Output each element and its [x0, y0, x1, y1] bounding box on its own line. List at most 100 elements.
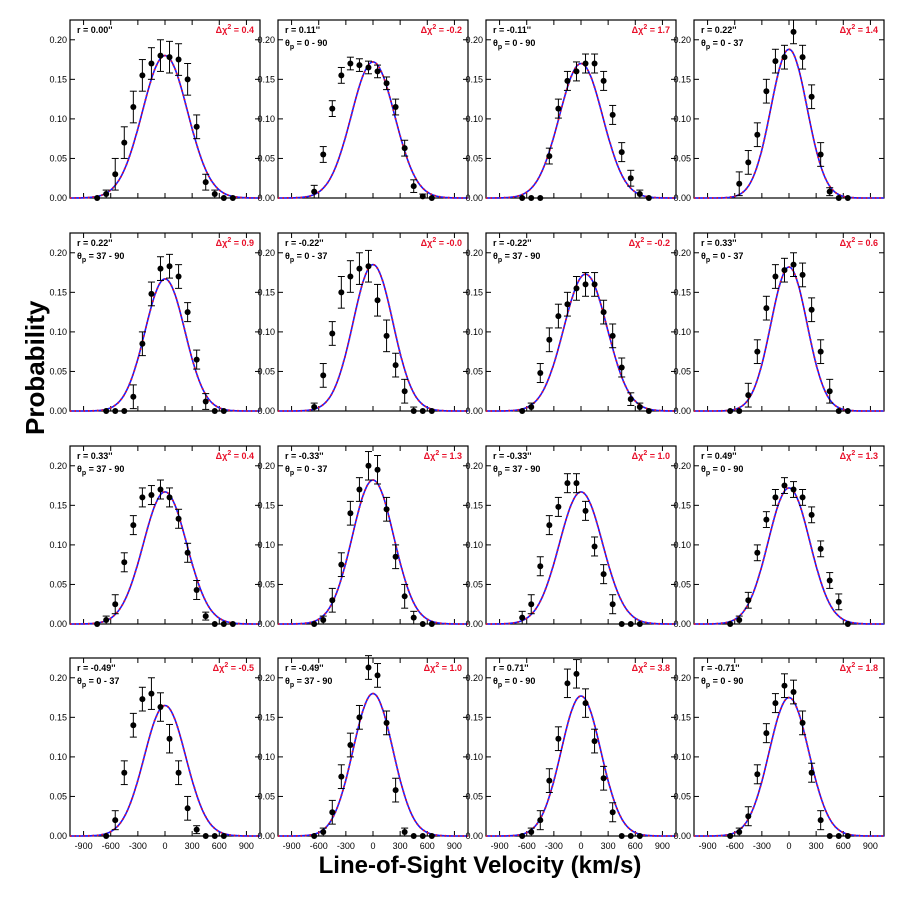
data-point: [148, 290, 155, 297]
data-point: [808, 769, 815, 776]
y-tick-label: 0.15: [49, 500, 67, 510]
theta-label: θp = 37 - 90: [493, 464, 540, 477]
data-point: [627, 621, 634, 627]
data-point: [799, 719, 806, 726]
data-point: [329, 809, 336, 816]
data-point: [320, 372, 327, 379]
data-point: [528, 195, 535, 201]
data-point: [139, 340, 146, 347]
theta-label: θp = 0 - 90: [701, 464, 743, 477]
data-point: [428, 833, 435, 839]
model-curve-line: [486, 491, 676, 625]
data-point: [799, 271, 806, 278]
data-point: [220, 621, 227, 627]
y-tick-label: 0.00: [257, 193, 275, 203]
model-curve-line: [278, 61, 468, 199]
x-tick-label: 0: [786, 841, 791, 851]
y-tick-label: 0.05: [257, 366, 275, 376]
y-tick-label: 0.00: [257, 619, 275, 629]
x-tick-label: 0: [578, 841, 583, 851]
data-point: [555, 503, 562, 510]
panel-13: 0.00 0.05 0.10 0.15 0.20 -900 -600 -300 0 300 600 9…: [49, 657, 261, 851]
y-tick-label: 0.20: [465, 248, 483, 258]
data-point: [573, 480, 580, 487]
data-point: [582, 507, 589, 514]
x-tick-label: 900: [447, 841, 462, 851]
data-point: [591, 281, 598, 288]
x-tick-label: 300: [393, 841, 408, 851]
data-point: [311, 188, 318, 195]
data-point: [645, 195, 652, 201]
model-curve-dotted: [486, 62, 676, 199]
data-point: [211, 833, 218, 839]
data-point: [175, 515, 182, 522]
delta-chi2-label: Δχ2 = -0.2: [629, 237, 670, 248]
data-point: [320, 151, 327, 158]
y-tick-label: 0.05: [257, 153, 275, 163]
data-point: [419, 408, 426, 414]
y-tick-label: 0.00: [465, 619, 483, 629]
data-point: [356, 265, 363, 272]
theta-label: θp = 37 - 90: [77, 464, 124, 477]
model-curve-dotted: [70, 490, 260, 625]
data-point: [582, 60, 589, 67]
data-point: [573, 68, 580, 75]
x-tick-label: 600: [420, 841, 435, 851]
x-tick-label: 300: [185, 841, 200, 851]
y-tick-label: 0.20: [465, 673, 483, 683]
data-point: [546, 153, 553, 160]
data-point: [428, 195, 435, 201]
x-tick-label: 300: [601, 841, 616, 851]
y-tick-label: 0.00: [257, 406, 275, 416]
data-point: [781, 482, 788, 489]
y-tick-label: 0.20: [49, 248, 67, 258]
y-tick-label: 0.15: [465, 287, 483, 297]
data-point: [419, 621, 426, 627]
radius-label: r = 0.33'': [77, 451, 113, 461]
data-point: [618, 149, 625, 156]
y-tick-label: 0.05: [49, 791, 67, 801]
y-tick-label: 0.00: [673, 831, 691, 841]
data-point: [184, 76, 191, 83]
data-point: [139, 696, 146, 703]
data-point: [175, 769, 182, 776]
y-tick-label: 0.15: [465, 712, 483, 722]
data-point: [329, 597, 336, 604]
y-tick-label: 0.05: [673, 579, 691, 589]
y-tick-label: 0.10: [49, 540, 67, 550]
data-point: [772, 273, 779, 280]
theta-label: θp = 0 - 37: [701, 251, 743, 264]
y-tick-label: 0.15: [257, 287, 275, 297]
data-point: [591, 543, 598, 550]
data-point: [166, 494, 173, 501]
radius-label: r = 0.33'': [701, 238, 737, 248]
model-curve-line: [70, 278, 260, 412]
radius-label: r = 0.22'': [77, 238, 113, 248]
theta-label: θp = 0 - 37: [285, 464, 327, 477]
data-point: [229, 621, 236, 627]
radius-label: r = -0.11'': [493, 25, 531, 35]
panel-11: 0.00 0.05 0.10 0.15 0.20 r = -0.33'' θp = 37 -…: [465, 445, 677, 629]
data-point: [555, 105, 562, 112]
data-point: [636, 404, 643, 411]
data-point: [347, 273, 354, 280]
data-point: [582, 700, 589, 707]
data-point: [374, 68, 381, 75]
model-curve-line: [486, 273, 676, 412]
y-tick-label: 0.20: [49, 35, 67, 45]
y-tick-label: 0.10: [49, 327, 67, 337]
theta-label: θp = 0 - 37: [285, 251, 327, 264]
y-tick-label: 0.10: [673, 540, 691, 550]
x-tick-label: -900: [75, 841, 93, 851]
panel-4: 0.00 0.05 0.10 0.15 0.20 r = 0.22'' θp = 0 - 3…: [673, 19, 885, 203]
panel-5: 0.00 0.05 0.10 0.15 0.20 r = 0.22'' θp = 37 - …: [49, 232, 261, 416]
data-point: [573, 670, 580, 677]
data-point: [356, 486, 363, 493]
data-point: [519, 408, 526, 414]
data-point: [410, 183, 417, 190]
radius-label: r = -0.22'': [285, 238, 324, 248]
data-point: [781, 682, 788, 689]
theta-label: θp = 0 - 37: [701, 38, 743, 51]
data-point: [537, 563, 544, 570]
theta-label: θp = 0 - 90: [285, 38, 327, 51]
